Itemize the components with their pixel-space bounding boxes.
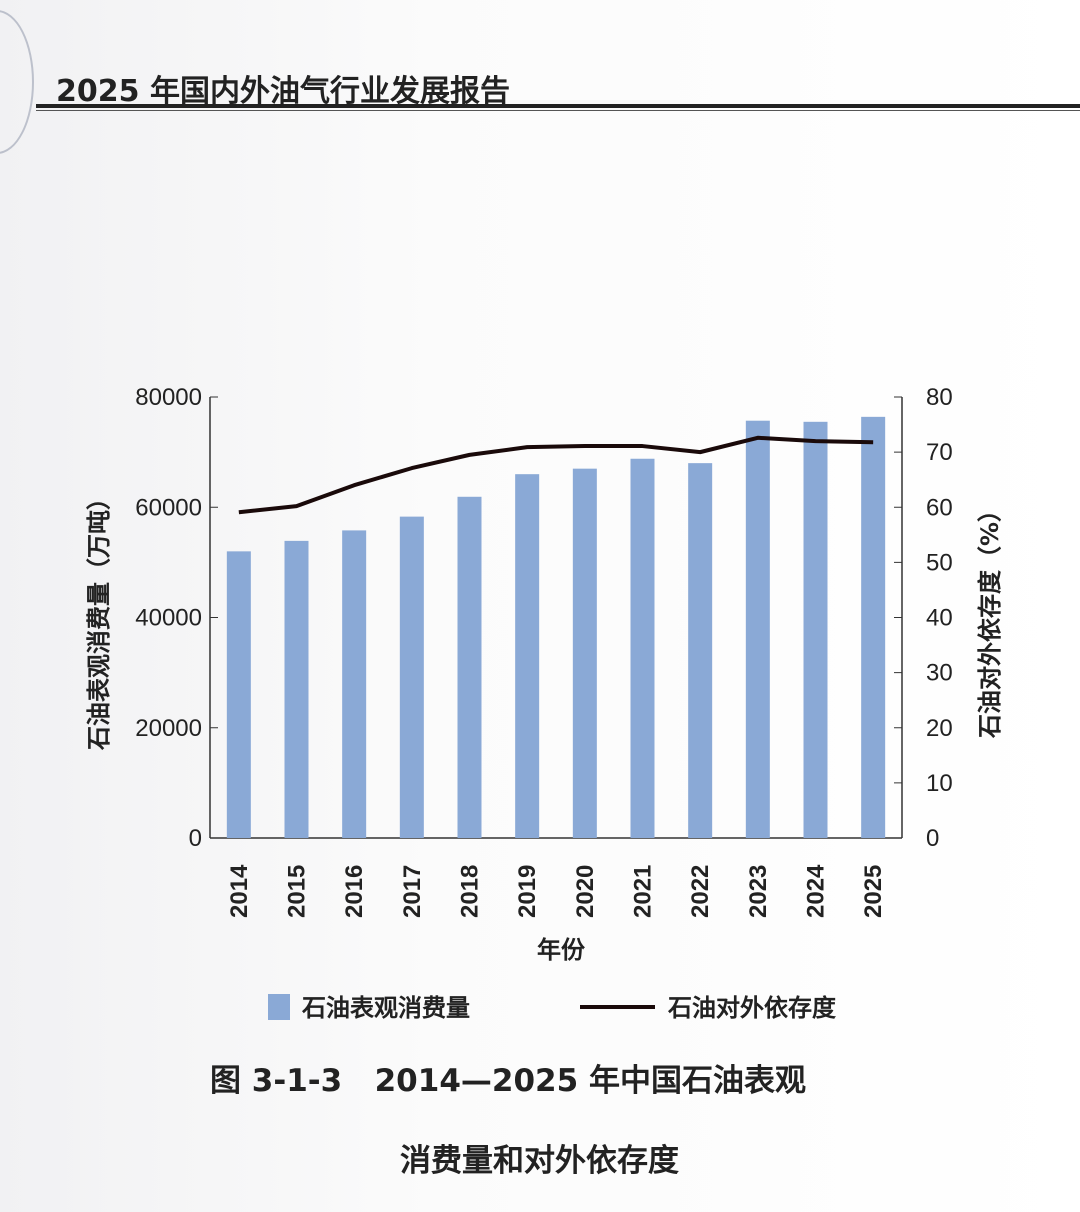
x-axis-label: 年份 <box>537 936 586 964</box>
bar-2014 <box>226 551 251 838</box>
bar-2023 <box>745 420 770 838</box>
header-rule <box>36 104 1080 108</box>
right-tick-label: 40 <box>926 605 953 632</box>
bar-2024 <box>803 421 828 838</box>
bar-2019 <box>515 474 540 838</box>
x-tick-label: 2024 <box>803 864 830 918</box>
left-axis-label: 石油表观消费量（万吨） <box>85 486 113 751</box>
right-tick-label: 70 <box>926 439 953 466</box>
left-tick-label: 60000 <box>135 494 202 521</box>
legend-line-label: 石油对外依存度 <box>667 994 837 1022</box>
right-tick-label: 30 <box>926 660 953 687</box>
x-tick-label: 2019 <box>514 865 541 918</box>
right-tick-label: 80 <box>926 384 953 411</box>
x-tick-label: 2015 <box>284 865 311 918</box>
x-tick-label: 2016 <box>341 865 368 918</box>
bar-2020 <box>572 468 597 838</box>
left-tick-label: 20000 <box>135 715 202 742</box>
x-tick-label: 2023 <box>745 865 772 918</box>
right-axis-label: 石油对外依存度（%） <box>976 498 1004 739</box>
left-tick-label: 80000 <box>135 384 202 411</box>
right-tick-label: 10 <box>926 770 953 797</box>
x-tick-label: 2025 <box>860 865 887 918</box>
right-tick-label: 0 <box>926 825 939 852</box>
bar-2018 <box>457 496 482 838</box>
legend-bar-swatch <box>268 994 290 1020</box>
left-tick-label: 40000 <box>135 605 202 632</box>
bar-2022 <box>688 463 713 838</box>
figure-caption-line2: 消费量和对外依存度 <box>400 1143 679 1179</box>
x-tick-label: 2020 <box>572 865 599 918</box>
x-tick-label: 2022 <box>687 865 714 918</box>
bar-2017 <box>399 516 424 838</box>
header-rule-thin <box>36 110 1080 111</box>
page-header-title: 2025 年国内外油气行业发展报告 <box>56 74 510 109</box>
left-tick-label: 0 <box>189 825 202 852</box>
right-tick-label: 20 <box>926 715 953 742</box>
dependency-line <box>238 435 874 515</box>
bar-2025 <box>861 416 886 838</box>
legend-bar-label: 石油表观消费量 <box>301 994 470 1022</box>
x-tick-label: 2017 <box>399 865 426 918</box>
right-tick-label: 50 <box>926 549 953 576</box>
right-tick-label: 60 <box>926 494 953 521</box>
x-tick-label: 2021 <box>630 865 657 918</box>
bar-2015 <box>284 540 309 838</box>
figure-caption-line1: 图 3-1-3 2014—2025 年中国石油表观 <box>210 1063 806 1099</box>
bar-2016 <box>342 530 367 838</box>
x-tick-label: 2014 <box>226 864 253 918</box>
bar-2021 <box>630 458 655 838</box>
x-tick-label: 2018 <box>457 865 484 918</box>
